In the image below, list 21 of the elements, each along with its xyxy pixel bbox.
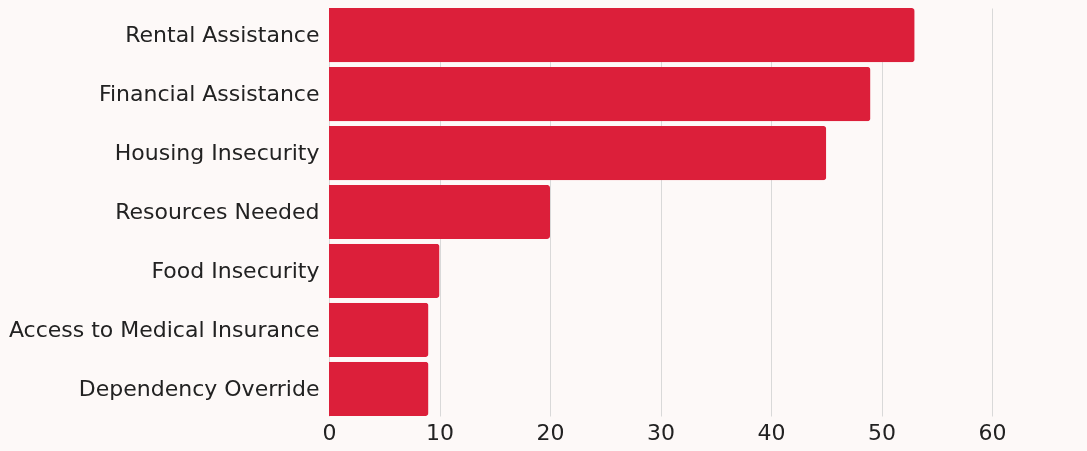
x-tick-label: 60 <box>978 419 1007 445</box>
y-tick-label: Financial Assistance <box>98 81 320 107</box>
y-tick-label: Rental Assistance <box>125 22 320 48</box>
bar <box>329 125 827 181</box>
y-tick-label: Food Insecurity <box>151 257 320 283</box>
x-tick-label: 30 <box>647 419 675 445</box>
bar <box>329 8 915 63</box>
bar <box>329 302 429 358</box>
x-tick-label: 0 <box>322 419 337 445</box>
bar <box>329 243 440 299</box>
y-tick-label: Resources Needed <box>115 199 320 224</box>
x-tick-label: 10 <box>426 419 454 445</box>
x-tick-label: 50 <box>868 419 896 445</box>
x-tick-label: 20 <box>536 419 565 445</box>
x-tick-label: 40 <box>757 419 786 445</box>
y-tick-label: Access to Medical Insurance <box>8 316 320 342</box>
bar <box>329 361 429 416</box>
y-tick-label: Housing Insecurity <box>114 140 320 166</box>
bar <box>329 66 871 122</box>
bar <box>329 184 550 240</box>
y-tick-label: Dependency Override <box>78 375 320 401</box>
